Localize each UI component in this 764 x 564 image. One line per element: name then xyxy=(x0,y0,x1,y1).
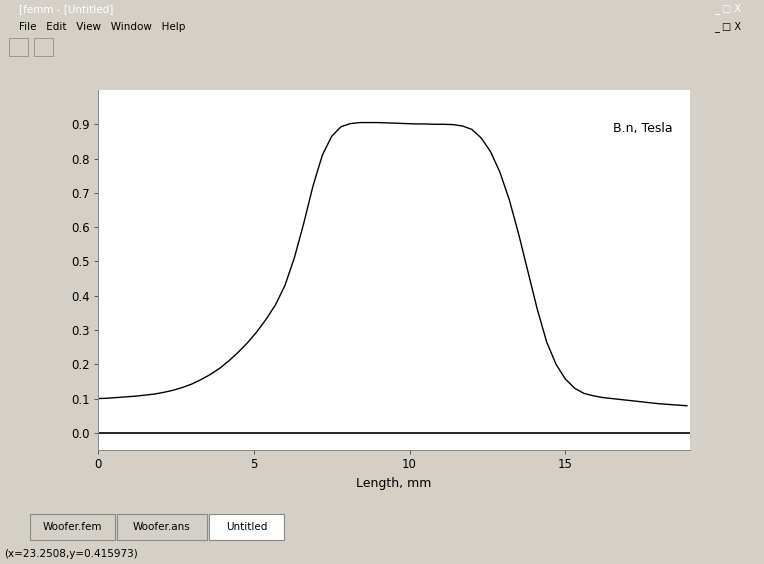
Text: Untitled: Untitled xyxy=(226,522,267,532)
Text: B.n, Tesla: B.n, Tesla xyxy=(613,122,672,135)
FancyBboxPatch shape xyxy=(34,38,53,56)
Text: File   Edit   View   Window   Help: File Edit View Window Help xyxy=(19,22,186,32)
FancyBboxPatch shape xyxy=(9,38,28,56)
FancyBboxPatch shape xyxy=(209,514,284,540)
X-axis label: Length, mm: Length, mm xyxy=(356,477,432,490)
Text: _ □ X: _ □ X xyxy=(714,21,741,33)
FancyBboxPatch shape xyxy=(117,514,207,540)
Text: _ □ X: _ □ X xyxy=(714,3,741,15)
Text: Woofer.fem: Woofer.fem xyxy=(43,522,102,532)
Text: Woofer.ans: Woofer.ans xyxy=(133,522,191,532)
FancyBboxPatch shape xyxy=(30,514,115,540)
Text: (x=23.2508,y=0.415973): (x=23.2508,y=0.415973) xyxy=(4,549,138,559)
Text: [femm - [Untitled]: [femm - [Untitled] xyxy=(19,4,114,14)
